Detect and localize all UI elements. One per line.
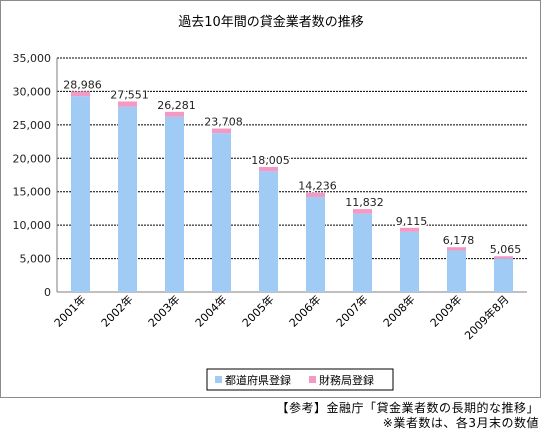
data-label: 11,832	[345, 196, 384, 209]
bar-finance-bureau	[400, 227, 419, 232]
bar-finance-bureau	[494, 256, 513, 259]
y-tick-label: 30,000	[13, 85, 52, 98]
data-label: 28,986	[63, 78, 102, 91]
y-tick-label: 0	[44, 286, 51, 299]
bar-finance-bureau	[71, 91, 90, 97]
x-tick-label: 2008年	[380, 292, 417, 329]
legend-swatch-finance-bureau	[309, 376, 316, 383]
y-tick-label: 15,000	[13, 186, 52, 199]
bar-prefecture	[400, 231, 419, 292]
bar-prefecture	[353, 213, 372, 292]
bar-prefecture	[71, 96, 90, 292]
bar-finance-bureau	[306, 192, 325, 198]
x-tick-label: 2003年	[145, 292, 182, 329]
bar-finance-bureau	[165, 111, 184, 117]
x-tick-label: 2005年	[239, 292, 276, 329]
bar-prefecture	[259, 171, 278, 292]
y-tick-label: 20,000	[13, 152, 52, 165]
legend-label-prefecture: 都道府県登録	[225, 373, 291, 387]
x-tick-label: 2009年8月	[461, 292, 511, 342]
x-tick-label: 2009年	[427, 292, 464, 329]
legend-swatch-prefecture	[215, 376, 222, 383]
data-label: 6,178	[443, 234, 475, 247]
bar-finance-bureau	[259, 166, 278, 172]
data-label: 18,005	[251, 154, 290, 167]
data-label: 14,236	[298, 180, 337, 193]
bar-finance-bureau	[353, 209, 372, 214]
bar-finance-bureau	[118, 101, 137, 107]
source-note: ※業者数は、各3月末の数値	[382, 416, 539, 430]
y-tick-label: 5,000	[20, 253, 52, 266]
data-label: 5,065	[490, 243, 522, 256]
bar-prefecture	[306, 197, 325, 292]
bar-prefecture	[212, 133, 231, 292]
x-tick-label: 2002年	[98, 292, 135, 329]
legend-box	[206, 368, 394, 391]
data-label: 9,115	[396, 215, 428, 228]
x-tick-label: 2004年	[192, 292, 229, 329]
chart-title: 過去10年間の貸金業者数の推移	[178, 14, 364, 30]
source-citation: 【参考】金融庁「貸金業者数の長期的な推移」	[276, 401, 539, 415]
y-tick-label: 25,000	[13, 119, 52, 132]
bar-prefecture	[118, 106, 137, 292]
data-label: 23,708	[204, 116, 243, 129]
y-tick-label: 10,000	[13, 219, 52, 232]
y-tick-label: 35,000	[13, 52, 52, 65]
legend-label-finance-bureau: 財務局登録	[319, 373, 374, 387]
data-label: 26,281	[157, 99, 196, 112]
bar-finance-bureau	[212, 128, 231, 134]
x-tick-label: 2006年	[286, 292, 323, 329]
bar-prefecture	[165, 116, 184, 292]
bar-finance-bureau	[447, 247, 466, 251]
x-tick-label: 2001年	[51, 292, 88, 329]
data-label: 27,551	[110, 88, 149, 101]
chart: 過去10年間の貸金業者数の推移 0 5,000 10,000 15,000 20,000 2…	[13, 14, 527, 391]
bar-prefecture	[494, 258, 513, 292]
bar-prefecture	[447, 250, 466, 292]
x-tick-label: 2007年	[333, 292, 370, 329]
